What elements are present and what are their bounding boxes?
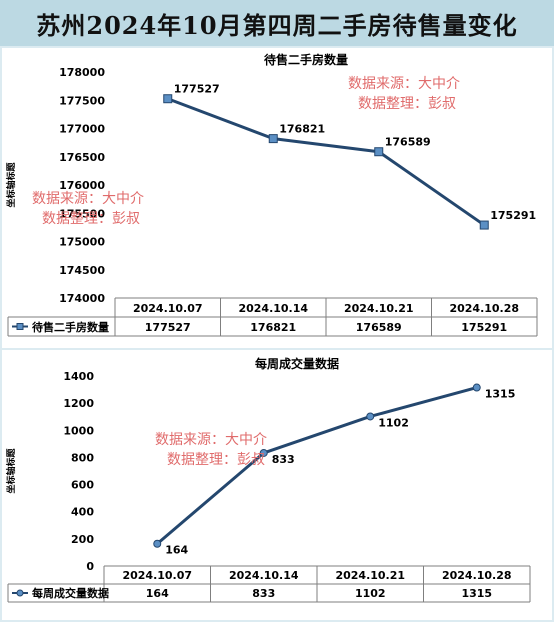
- data-point: [268, 134, 278, 144]
- y-axis-title: 坐标轴标题: [5, 448, 17, 494]
- chart-panel-listings: 待售二手房数量 坐标轴标题 178000 177500 177000 176500 1760…: [2, 48, 552, 348]
- x-category-label: 2024.10.21: [335, 569, 405, 582]
- page-title: 苏州2024年10月第四周二手房待售量变化: [36, 10, 518, 40]
- table-value-cell: 176821: [250, 321, 296, 334]
- watermark-source: 数据来源：大中介: [348, 76, 460, 92]
- data-label: 177527: [174, 83, 220, 96]
- y-tick-label: 600: [71, 479, 94, 492]
- data-label: 164: [165, 544, 188, 557]
- x-category-label: 2024.10.28: [449, 302, 519, 315]
- series-line: [167, 97, 486, 227]
- data-point: [259, 448, 268, 457]
- y-tick-label: 174500: [59, 264, 105, 277]
- y-tick-label: 177500: [59, 94, 105, 107]
- weekly-deals-chart: 每周成交量数据坐标轴标题1400120010008006004002000202…: [5, 356, 531, 603]
- y-tick-label: 0: [86, 560, 94, 573]
- listings-chart: 待售二手房数量坐标轴标题1780001775001770001765001760…: [5, 52, 538, 337]
- table-value-cell: 1102: [355, 587, 386, 600]
- y-tick-label: 177000: [59, 123, 105, 136]
- legend-series-name: 待售二手房数量: [31, 320, 109, 334]
- chart-title: 待售二手房数量: [264, 52, 348, 67]
- series-line: [156, 386, 478, 545]
- y-axis-title: 坐标轴标题: [5, 162, 17, 208]
- watermark-author: 数据整理：彭叔: [358, 96, 456, 112]
- data-label: 176589: [385, 136, 431, 149]
- data-point: [374, 147, 384, 157]
- legend-series-name: 每周成交量数据: [32, 586, 109, 600]
- data-point: [366, 412, 375, 421]
- data-point: [163, 94, 173, 104]
- watermark-author: 数据整理：彭叔: [167, 452, 265, 468]
- table-value-cell: 833: [252, 587, 275, 600]
- table-value-cell: 177527: [145, 321, 191, 334]
- y-tick-label: 178000: [59, 66, 105, 79]
- legend-marker-key: [16, 323, 24, 330]
- y-tick-label: 1200: [63, 397, 94, 410]
- legend-marker-key: [16, 589, 24, 597]
- data-point: [472, 383, 481, 392]
- data-label: 1315: [485, 388, 516, 401]
- watermark-source: 数据来源：大中介: [32, 191, 144, 207]
- watermark-source: 数据来源：大中介: [155, 432, 267, 448]
- y-tick-label: 200: [71, 533, 94, 546]
- x-category-label: 2024.10.28: [442, 569, 512, 582]
- table-value-cell: 175291: [461, 321, 507, 334]
- y-tick-label: 1400: [63, 370, 94, 383]
- x-category-label: 2024.10.14: [229, 569, 299, 582]
- chart-title: 每周成交量数据: [255, 356, 339, 371]
- data-label: 1102: [378, 416, 409, 429]
- data-label: 833: [272, 453, 295, 466]
- data-point: [153, 539, 162, 548]
- y-tick-label: 176000: [59, 179, 105, 192]
- watermark-author: 数据整理：彭叔: [42, 211, 140, 227]
- y-tick-label: 175000: [59, 236, 105, 249]
- y-tick-label: 176500: [59, 151, 105, 164]
- y-tick-label: 175500: [59, 207, 105, 220]
- y-tick-label: 1000: [63, 424, 94, 437]
- y-tick-label: 800: [71, 451, 94, 464]
- y-tick-label: 174000: [59, 292, 105, 305]
- page-banner: 苏州2024年10月第四周二手房待售量变化: [0, 0, 554, 46]
- table-value-cell: 164: [146, 587, 169, 600]
- x-category-label: 2024.10.21: [344, 302, 414, 315]
- x-category-label: 2024.10.07: [133, 302, 203, 315]
- data-label: 176821: [279, 123, 325, 136]
- x-category-label: 2024.10.14: [238, 302, 308, 315]
- table-value-cell: 1315: [461, 587, 492, 600]
- y-tick-label: 400: [71, 506, 94, 519]
- data-label: 175291: [490, 209, 536, 222]
- chart-panel-weekly-deals: 每周成交量数据 坐标轴标题 1400 1200 1000 800 600 400 200 0 202…: [2, 350, 552, 620]
- x-category-label: 2024.10.07: [122, 569, 192, 582]
- data-point: [479, 220, 489, 230]
- table-value-cell: 176589: [356, 321, 402, 334]
